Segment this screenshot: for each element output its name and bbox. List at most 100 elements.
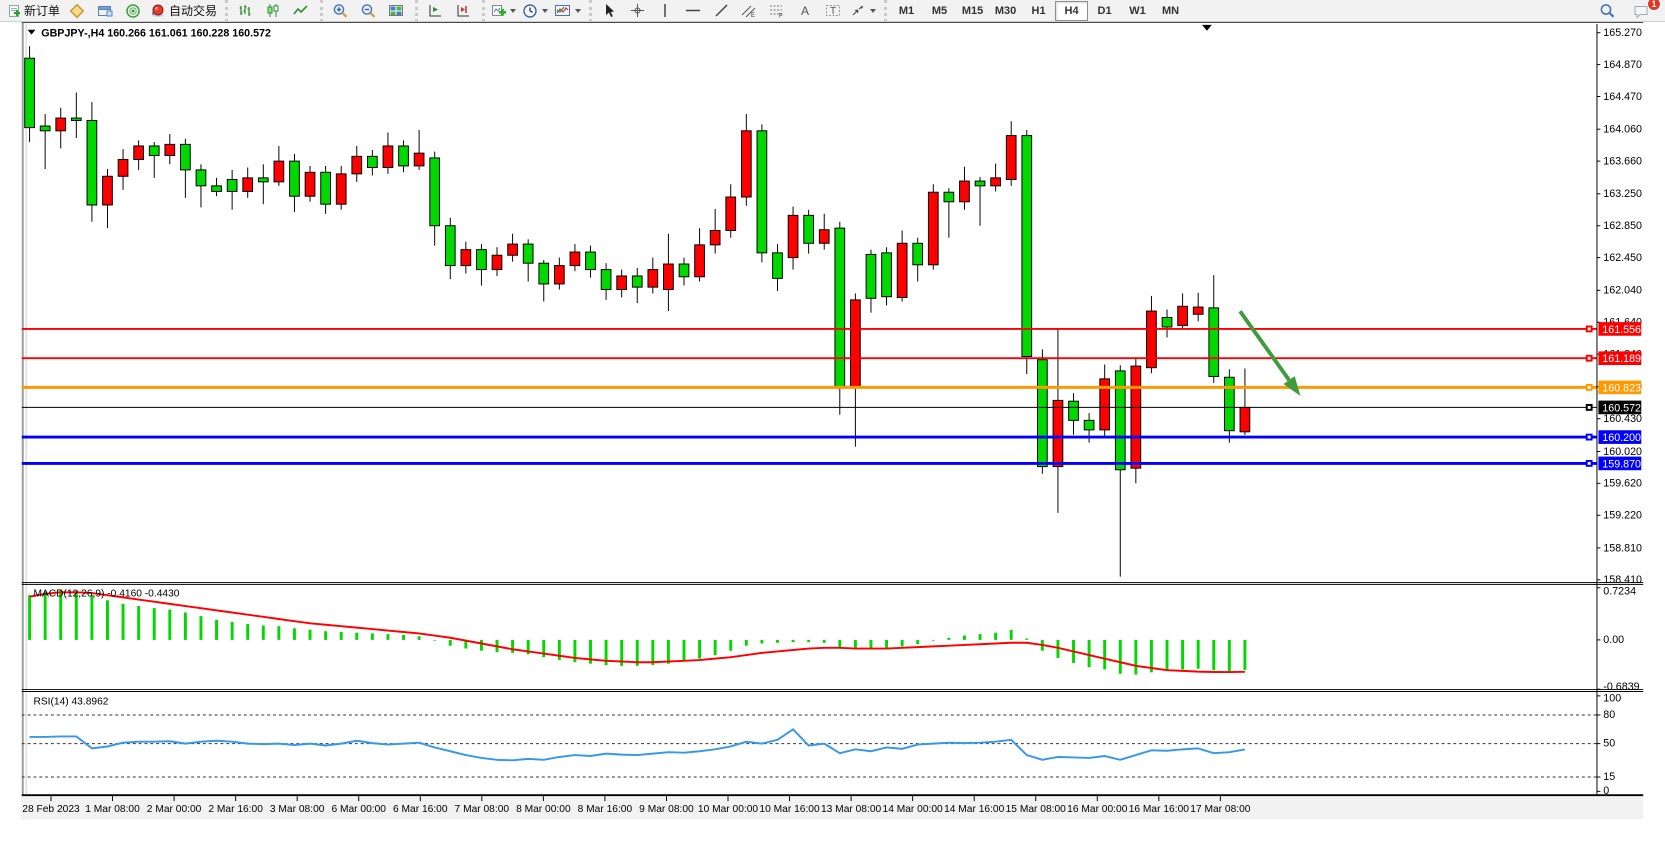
svg-text:-0.6839: -0.6839 xyxy=(1603,681,1639,693)
text-label-tool-button[interactable]: T xyxy=(819,0,847,22)
timeframe-button-h4[interactable]: H4 xyxy=(1055,0,1089,21)
candle xyxy=(133,145,144,161)
tile-windows-icon xyxy=(389,5,404,16)
candle xyxy=(382,145,394,168)
candle xyxy=(990,177,1001,187)
trend-arrow[interactable] xyxy=(1238,310,1291,382)
arrows-tool-button[interactable] xyxy=(847,0,879,22)
template-button[interactable] xyxy=(551,0,584,22)
svg-text:160.020: 160.020 xyxy=(1603,446,1642,458)
candle xyxy=(180,143,191,171)
timeframe-button-h1[interactable]: H1 xyxy=(1031,4,1046,17)
candle xyxy=(709,230,721,246)
candle xyxy=(273,160,285,183)
notifications-button[interactable]: 1 xyxy=(1627,0,1661,22)
time-axis-strip[interactable] xyxy=(21,796,1644,820)
price-label-161.189: 161.189 xyxy=(1598,351,1642,365)
timeframes-clock-button[interactable] xyxy=(519,0,551,22)
timeframe-button-m5[interactable]: M5 xyxy=(931,4,948,17)
search-button[interactable] xyxy=(1593,0,1621,22)
fibonacci-tool-button[interactable]: F xyxy=(763,0,791,22)
horizontal-line-tool-button[interactable] xyxy=(679,0,707,22)
shift-end-button[interactable] xyxy=(449,0,477,22)
candle xyxy=(881,252,892,298)
main-toolbar: 新订单 自动交易 xyxy=(0,0,1665,22)
svg-text:164.470: 164.470 xyxy=(1603,91,1642,103)
line-chart-button[interactable] xyxy=(287,0,315,22)
candlestick-chart-icon xyxy=(267,4,279,17)
time-label: 13 Mar 08:00 xyxy=(821,804,882,815)
candlestick-chart-button[interactable] xyxy=(259,0,287,22)
timeframe-button-w1[interactable]: W1 xyxy=(1129,4,1146,17)
new-chart-button[interactable] xyxy=(63,0,91,22)
text-tool-button[interactable]: A xyxy=(791,0,819,22)
chart-shift-marker-icon[interactable] xyxy=(1202,24,1212,31)
autotrading-button[interactable]: 自动交易 xyxy=(147,0,220,22)
candle xyxy=(1223,376,1235,432)
candle xyxy=(663,263,674,291)
zoom-out-icon xyxy=(361,3,375,18)
search-icon xyxy=(1600,3,1614,18)
time-label: 9 Mar 08:00 xyxy=(639,804,694,815)
svg-text:162.450: 162.450 xyxy=(1603,252,1642,264)
svg-text:159.620: 159.620 xyxy=(1603,478,1642,490)
equidistant-channel-tool-button[interactable]: E xyxy=(735,0,763,22)
candle xyxy=(1037,359,1048,468)
time-axis[interactable]: 28 Feb 2023 1 Mar 08:00 2 Mar 00:00 2 Mar 1… xyxy=(22,796,1251,815)
time-label: 2 Mar 16:00 xyxy=(208,804,263,815)
price-chart[interactable]: 165.270 164.870 164.470 164.060 163.660 163.2… xyxy=(0,22,1665,841)
timeframe-button-m30[interactable]: M30 xyxy=(994,4,1017,17)
svg-text:15: 15 xyxy=(1603,771,1615,783)
candle xyxy=(117,159,129,177)
candle xyxy=(24,57,35,129)
timeframe-button-mn[interactable]: MN xyxy=(1161,4,1180,17)
crosshair-tool-button[interactable] xyxy=(623,0,651,22)
svg-text:161.556: 161.556 xyxy=(1602,324,1641,336)
shift-chart-button[interactable] xyxy=(421,0,449,22)
time-label: 10 Mar 00:00 xyxy=(698,804,759,815)
add-object-button[interactable] xyxy=(488,0,519,22)
candle xyxy=(927,191,939,266)
timeframe-button-m1[interactable]: M1 xyxy=(898,4,915,17)
candle xyxy=(1130,365,1142,469)
time-label: 7 Mar 08:00 xyxy=(455,804,510,815)
shift-chart-icon xyxy=(429,5,442,17)
zoom-out-button[interactable] xyxy=(354,0,382,22)
timeframe-button-d1[interactable]: D1 xyxy=(1097,4,1112,17)
tile-windows-button[interactable] xyxy=(382,0,410,22)
zoom-in-icon xyxy=(333,3,347,18)
trendline-tool-button[interactable] xyxy=(707,0,735,22)
crosshair-icon xyxy=(630,4,644,17)
candle xyxy=(865,253,877,299)
candle xyxy=(70,117,82,121)
candle xyxy=(1099,378,1111,431)
market-signal-button[interactable] xyxy=(119,0,147,22)
candle xyxy=(1239,406,1251,433)
svg-text:0.7234: 0.7234 xyxy=(1603,586,1636,598)
svg-text:163.660: 163.660 xyxy=(1603,156,1642,168)
candle xyxy=(1005,135,1017,180)
svg-text:164.060: 164.060 xyxy=(1603,124,1642,136)
svg-text:A: A xyxy=(801,4,809,18)
bar-chart-icon xyxy=(239,5,251,16)
profiles-button[interactable] xyxy=(91,0,119,22)
timeframe-group: M1 M5 M15 M30 H1 H4 D1 W1 MN xyxy=(884,0,1190,22)
time-label: 14 Mar 16:00 xyxy=(944,804,1005,815)
candle xyxy=(335,173,347,205)
price-label-160.572: 160.572 xyxy=(1598,400,1642,414)
zoom-in-button[interactable] xyxy=(326,0,354,22)
candle xyxy=(195,169,207,187)
cursor-tool-button[interactable] xyxy=(595,0,623,22)
candle xyxy=(351,155,363,175)
candle xyxy=(1177,305,1188,326)
time-label: 16 Mar 00:00 xyxy=(1067,804,1128,815)
svg-text:160.823: 160.823 xyxy=(1602,382,1641,394)
candle xyxy=(1021,135,1033,358)
new-order-button[interactable]: 新订单 xyxy=(5,0,63,22)
chart-collapse-arrow-icon[interactable] xyxy=(27,29,36,35)
chart-window[interactable]: 165.270 164.870 164.470 164.060 163.660 163.2… xyxy=(0,22,1665,841)
candle xyxy=(569,251,581,267)
bar-chart-button[interactable] xyxy=(231,0,259,22)
timeframe-button-m15[interactable]: M15 xyxy=(961,4,984,17)
vertical-line-tool-button[interactable] xyxy=(651,0,679,22)
